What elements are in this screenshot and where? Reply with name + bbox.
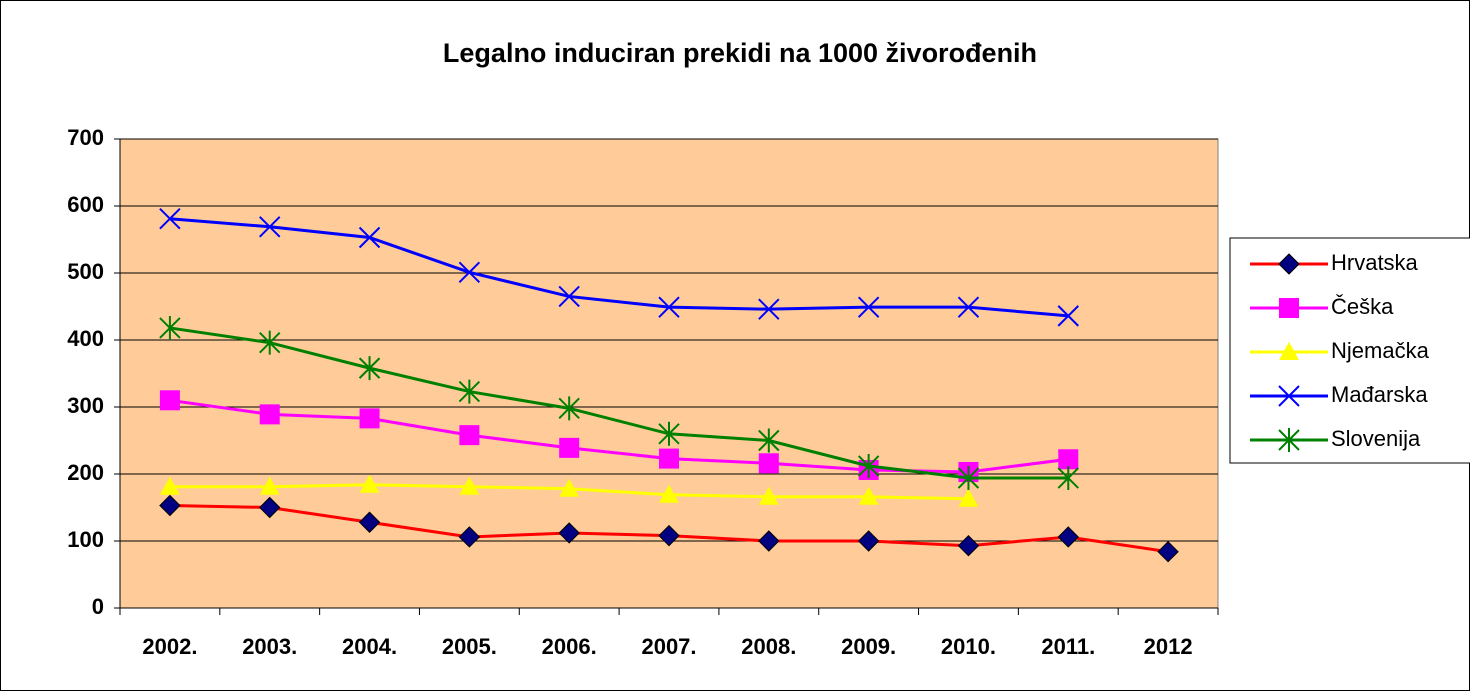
marker [758,453,779,474]
marker [758,530,780,552]
marker [458,261,481,284]
x-tick-label: 2008. [741,634,796,659]
marker [358,511,381,533]
marker [159,494,181,517]
legend-label: Hrvatska [1331,250,1419,275]
marker [658,296,680,318]
y-tick-label: 700 [67,125,104,150]
marker [259,330,281,355]
marker [558,522,580,544]
marker [857,530,880,552]
marker [459,425,480,446]
marker [458,526,481,548]
series-line [169,326,1069,480]
marker [358,226,381,249]
marker [159,208,181,230]
legend-label: Slovenija [1331,426,1421,451]
legend-marker [1279,298,1299,318]
marker [259,216,281,238]
x-tick-label: 2010. [941,634,996,659]
marker [159,315,181,340]
marker [259,404,280,425]
marker [1057,526,1079,548]
marker [658,421,680,446]
y-tick-label: 200 [67,460,104,485]
legend-marker [1278,428,1300,452]
marker [659,448,679,469]
legend-label: Češka [1331,294,1394,319]
marker [857,296,880,318]
marker [559,478,580,497]
marker [958,488,979,507]
legend-label: Njemačka [1331,338,1430,363]
marker [558,285,580,308]
marker [957,296,980,318]
y-tick-label: 100 [67,527,104,552]
marker [857,453,880,478]
x-tick-label: 2012 [1144,634,1193,659]
legend-marker [1278,253,1300,275]
marker [259,476,280,495]
marker [558,396,580,421]
y-tick-label: 0 [92,594,104,619]
marker [658,524,680,547]
legend-marker [1278,385,1300,407]
x-tick-label: 2006. [542,634,597,659]
marker [358,356,381,381]
marker [458,379,481,404]
x-tick-label: 2004. [342,634,397,659]
x-tick-label: 2009. [841,634,896,659]
marker [159,390,180,411]
marker [159,476,180,495]
y-tick-label: 300 [67,393,104,418]
marker [1058,449,1079,470]
x-tick-label: 2011. [1041,634,1095,659]
y-tick-label: 400 [67,326,104,351]
y-tick-label: 600 [67,192,104,217]
chart-title: Legalno induciran prekidi na 1000 živoro… [443,38,1037,68]
marker [758,298,780,320]
marker [858,486,879,505]
marker [359,408,380,429]
marker [559,437,580,458]
legend-marker [1279,342,1299,360]
marker [359,474,380,493]
x-tick-label: 2002. [142,634,197,659]
y-tick-label: 500 [67,259,104,284]
marker [957,534,980,557]
x-tick-label: 2007. [641,634,696,659]
series-line [169,217,1069,318]
marker [1057,305,1079,327]
marker [758,486,779,505]
marker [1057,466,1079,491]
marker [758,428,780,453]
x-tick-label: 2005. [442,634,497,659]
marker [659,484,679,503]
legend-label: Mađarska [1331,382,1428,407]
marker [259,496,281,519]
marker [459,476,480,495]
marker [957,466,980,491]
x-tick-label: 2003. [242,634,297,659]
marker [1157,541,1179,563]
